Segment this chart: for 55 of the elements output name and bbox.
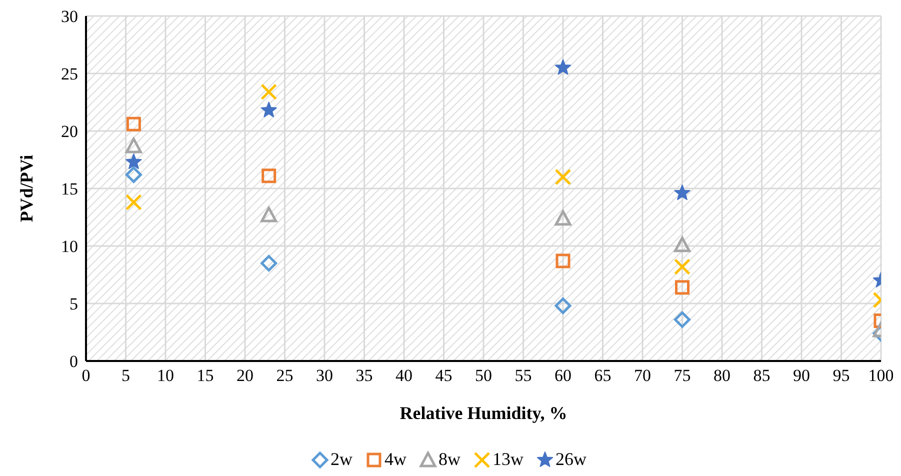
x-tick-label: 50	[475, 366, 492, 386]
x-tick-label: 0	[82, 366, 90, 386]
x-tick-label: 65	[594, 366, 612, 386]
x-tick-label: 35	[356, 366, 373, 386]
point	[554, 298, 572, 314]
y-tick-label: 10	[61, 237, 78, 256]
point	[262, 168, 276, 184]
point	[554, 168, 572, 186]
point	[556, 254, 570, 268]
point	[675, 280, 690, 295]
x-tick-label: 40	[396, 366, 412, 386]
x-tick-label: 70	[634, 366, 651, 386]
x-tick-label: 85	[753, 366, 770, 386]
point	[260, 206, 278, 222]
x-tick-label: 30	[316, 366, 333, 386]
point	[674, 311, 690, 328]
point	[554, 210, 572, 226]
point	[126, 154, 142, 170]
point	[674, 258, 690, 275]
y-tick-label: 5	[70, 294, 78, 314]
y-tick-label: 30	[61, 7, 78, 26]
x-tick-label: 45	[435, 366, 452, 386]
x-tick-label: 100	[868, 366, 894, 386]
x-axis-title: Relative Humidity, %	[400, 403, 568, 423]
point	[260, 255, 278, 272]
x-tick-label: 55	[514, 366, 532, 386]
point	[126, 116, 141, 132]
y-tick-label: 20	[61, 122, 78, 142]
x-tick-label: 25	[276, 366, 294, 386]
y-tick-label: 25	[61, 64, 78, 84]
point	[260, 102, 277, 118]
x-tick-label: 20	[236, 366, 254, 386]
point	[674, 236, 690, 252]
x-tick-label: 10	[157, 366, 174, 386]
legend-label: 26w	[554, 449, 586, 470]
y-tick-label: 15	[61, 180, 78, 199]
x-tick-label: 60	[554, 366, 572, 386]
x-tick-label: 5	[122, 366, 130, 386]
legend-label: 2w	[330, 449, 352, 470]
x-tick-label: 95	[832, 366, 850, 386]
point	[125, 138, 142, 154]
legend-label: 8w	[438, 449, 460, 470]
point	[125, 166, 142, 183]
x-tick-label: 90	[793, 366, 810, 386]
point	[554, 59, 572, 75]
y-axis-title: PVd/PVi	[16, 154, 36, 222]
legend-label: 13w	[492, 449, 524, 470]
x-tick-label: 80	[714, 366, 730, 386]
legend-label: 4w	[384, 449, 406, 470]
x-tick-label: 75	[674, 366, 691, 386]
point	[260, 84, 278, 100]
y-tick-label: 0	[70, 352, 78, 372]
point	[125, 194, 142, 211]
x-tick-label: 15	[196, 366, 214, 386]
point	[674, 184, 690, 200]
